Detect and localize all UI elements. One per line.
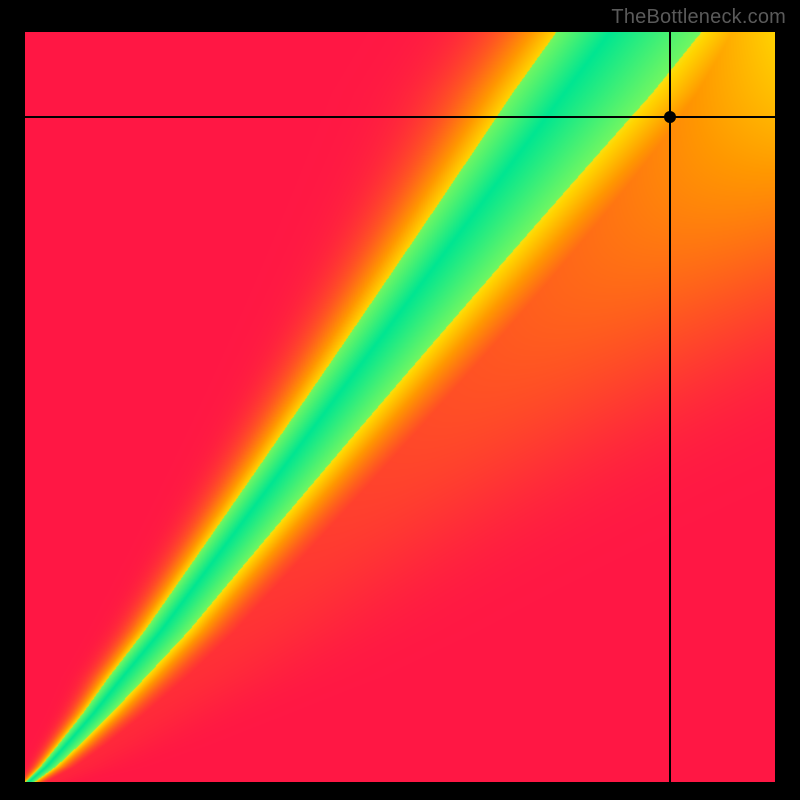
heatmap-canvas [25,32,775,782]
crosshair-marker[interactable] [664,111,676,123]
chart-container: TheBottleneck.com [0,0,800,800]
plot-area [25,32,775,782]
watermark-text: TheBottleneck.com [611,6,786,29]
crosshair-vertical [669,32,671,782]
crosshair-horizontal [25,116,775,118]
